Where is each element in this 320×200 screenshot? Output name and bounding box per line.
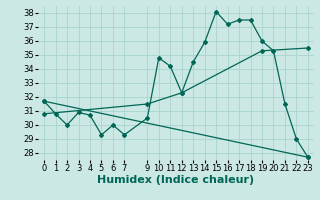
X-axis label: Humidex (Indice chaleur): Humidex (Indice chaleur) xyxy=(97,175,255,185)
